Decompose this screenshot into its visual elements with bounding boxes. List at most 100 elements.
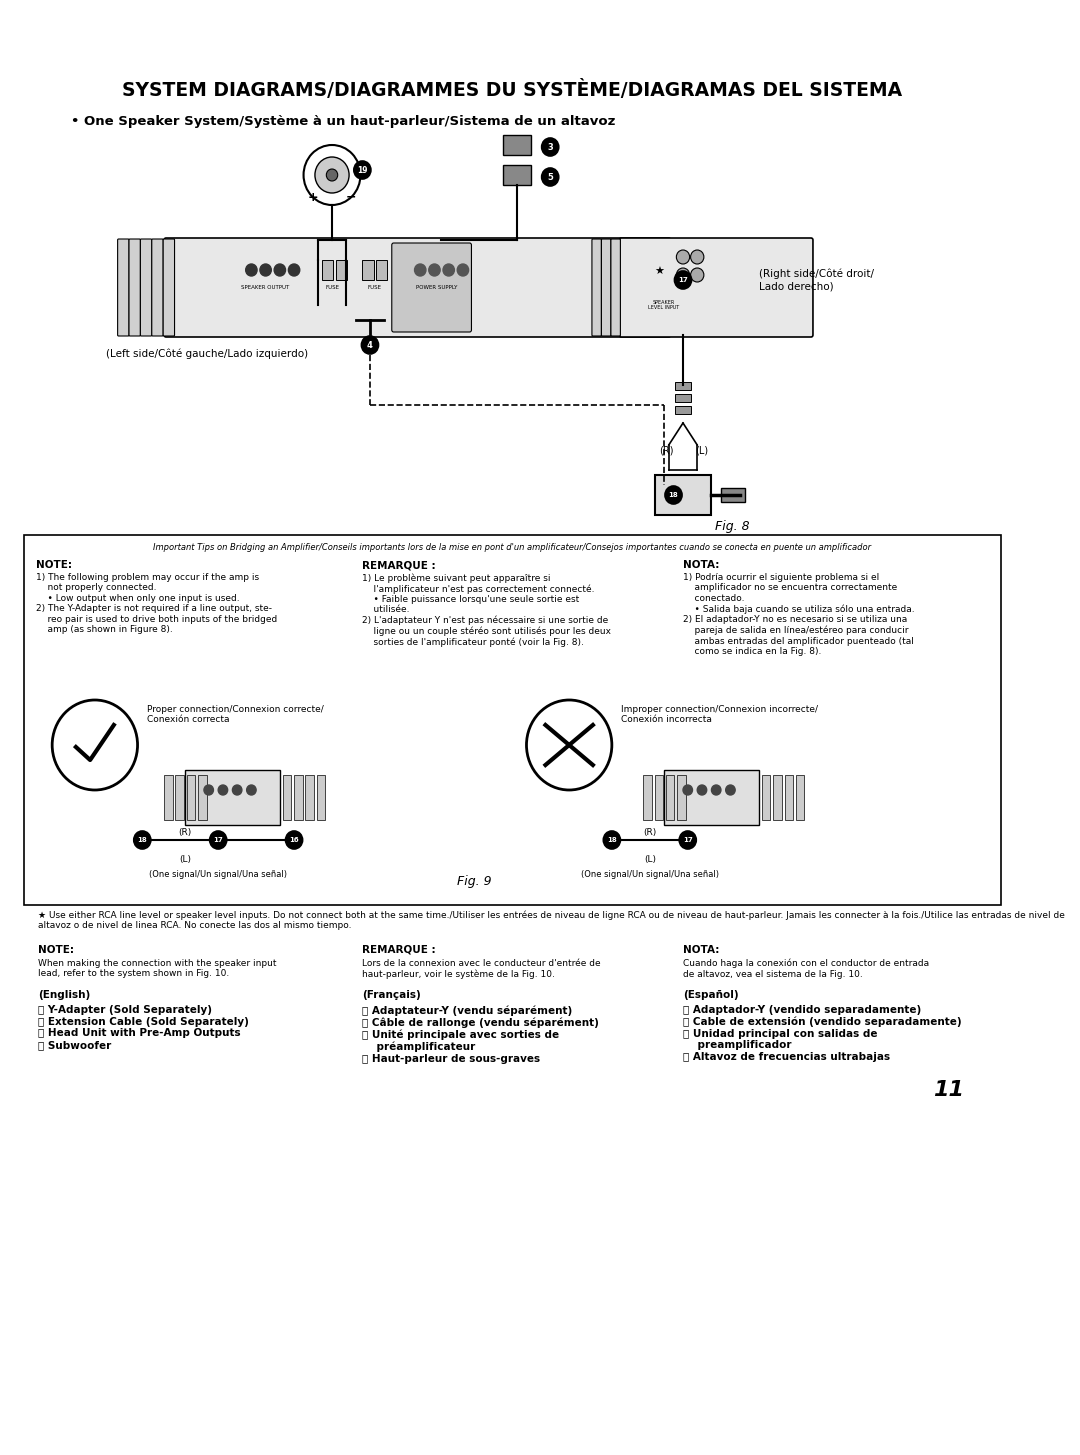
Text: (L): (L) bbox=[644, 856, 656, 864]
Circle shape bbox=[665, 486, 683, 503]
Bar bbox=[322, 260, 333, 279]
Bar bbox=[164, 776, 173, 821]
Bar bbox=[654, 776, 663, 821]
Text: (One signal/Un signal/Una señal): (One signal/Un signal/Una señal) bbox=[581, 870, 719, 879]
Text: • One Speaker System/Système à un haut-parleur/Sistema de un altavoz: • One Speaker System/Système à un haut-p… bbox=[71, 115, 616, 128]
Text: 17: 17 bbox=[678, 276, 688, 284]
Text: Proper connection/Connexion correcte/
Conexión correcta: Proper connection/Connexion correcte/ Co… bbox=[147, 706, 324, 725]
Text: (English): (English) bbox=[38, 989, 91, 1000]
Text: (R): (R) bbox=[644, 828, 657, 837]
Text: ⓕ Y-Adapter (Sold Separately)
ⓖ Extension Cable (Sold Separately)
ⓗ Head Unit wi: ⓕ Y-Adapter (Sold Separately) ⓖ Extensio… bbox=[38, 1005, 248, 1051]
FancyBboxPatch shape bbox=[718, 239, 729, 336]
Circle shape bbox=[218, 786, 228, 794]
FancyBboxPatch shape bbox=[706, 239, 718, 336]
Bar bbox=[185, 770, 280, 825]
Text: (L): (L) bbox=[179, 856, 191, 864]
Bar bbox=[24, 535, 1001, 905]
Text: 5: 5 bbox=[548, 173, 553, 182]
Text: 18: 18 bbox=[137, 837, 147, 842]
Text: SYSTEM DIAGRAMS/DIAGRAMMES DU SYSTÈME/DIAGRAMAS DEL SISTEMA: SYSTEM DIAGRAMS/DIAGRAMMES DU SYSTÈME/DI… bbox=[122, 80, 902, 100]
FancyBboxPatch shape bbox=[684, 239, 696, 336]
Bar bbox=[187, 776, 195, 821]
Bar bbox=[784, 776, 793, 821]
Circle shape bbox=[690, 250, 704, 263]
Bar bbox=[306, 776, 314, 821]
Text: ⓕ Adaptateur-Y (vendu séparément)
ⓖ Câble de rallonge (vendu séparément)
ⓗ Unité: ⓕ Adaptateur-Y (vendu séparément) ⓖ Câbl… bbox=[363, 1005, 599, 1064]
Text: NOTA:: NOTA: bbox=[683, 944, 719, 954]
Text: 17: 17 bbox=[683, 837, 692, 842]
Bar bbox=[283, 776, 292, 821]
Bar bbox=[376, 260, 387, 279]
Circle shape bbox=[274, 263, 285, 276]
Bar bbox=[675, 383, 690, 390]
Bar bbox=[664, 770, 759, 825]
Text: Improper connection/Connexion incorrecte/
Conexión incorrecta: Improper connection/Connexion incorrecte… bbox=[621, 706, 819, 725]
Text: NOTA:: NOTA: bbox=[683, 560, 719, 570]
Bar bbox=[199, 776, 206, 821]
Text: (Right side/Côté droit/
Lado derecho): (Right side/Côté droit/ Lado derecho) bbox=[759, 269, 874, 291]
Text: (One signal/Un signal/Una señal): (One signal/Un signal/Una señal) bbox=[149, 870, 287, 879]
Circle shape bbox=[429, 263, 441, 276]
Text: Important Tips on Bridging an Amplifier/Conseils importants lors de la mise en p: Important Tips on Bridging an Amplifier/… bbox=[153, 543, 872, 551]
Circle shape bbox=[443, 263, 455, 276]
Circle shape bbox=[676, 268, 690, 282]
Circle shape bbox=[726, 786, 735, 794]
Text: 4: 4 bbox=[367, 340, 373, 349]
Circle shape bbox=[362, 336, 378, 354]
Text: Cuando haga la conexión con el conductor de entrada
de altavoz, vea el sistema d: Cuando haga la conexión con el conductor… bbox=[683, 959, 929, 979]
Text: 17: 17 bbox=[214, 837, 224, 842]
Bar bbox=[654, 474, 712, 515]
Text: SPEAKER OUTPUT: SPEAKER OUTPUT bbox=[242, 285, 289, 290]
Bar bbox=[721, 487, 744, 502]
Text: POWER SUPPLY: POWER SUPPLY bbox=[416, 285, 457, 290]
Circle shape bbox=[526, 700, 612, 790]
Text: FUSE: FUSE bbox=[367, 285, 381, 290]
Circle shape bbox=[52, 700, 137, 790]
FancyBboxPatch shape bbox=[602, 239, 611, 336]
Text: Fig. 9: Fig. 9 bbox=[457, 874, 491, 888]
FancyBboxPatch shape bbox=[620, 239, 813, 338]
Circle shape bbox=[712, 786, 721, 794]
Circle shape bbox=[675, 271, 691, 290]
Circle shape bbox=[210, 831, 227, 850]
Circle shape bbox=[457, 263, 469, 276]
Circle shape bbox=[698, 786, 706, 794]
Text: REMARQUE :: REMARQUE : bbox=[363, 560, 436, 570]
Bar bbox=[675, 394, 690, 402]
Text: FUSE: FUSE bbox=[325, 285, 339, 290]
Text: +: + bbox=[308, 191, 319, 204]
Text: ★: ★ bbox=[654, 268, 664, 276]
Bar bbox=[796, 776, 805, 821]
Bar bbox=[666, 776, 675, 821]
Circle shape bbox=[260, 263, 271, 276]
Text: 19: 19 bbox=[357, 166, 367, 175]
Text: (L): (L) bbox=[696, 445, 708, 455]
Circle shape bbox=[542, 138, 558, 156]
Circle shape bbox=[604, 831, 620, 850]
Text: ★ Use either RCA line level or speaker level inputs. Do not connect both at the : ★ Use either RCA line level or speaker l… bbox=[38, 909, 1065, 930]
Circle shape bbox=[315, 157, 349, 194]
FancyBboxPatch shape bbox=[118, 239, 129, 336]
Text: 1) The following problem may occur if the amp is
    not properly connected.
   : 1) The following problem may occur if th… bbox=[36, 573, 278, 634]
FancyBboxPatch shape bbox=[611, 239, 620, 336]
Text: Lors de la connexion avec le conducteur d'entrée de
haut-parleur, voir le systèm: Lors de la connexion avec le conducteur … bbox=[363, 959, 600, 979]
Circle shape bbox=[204, 786, 214, 794]
Circle shape bbox=[326, 169, 338, 180]
Circle shape bbox=[246, 786, 256, 794]
Text: (R): (R) bbox=[659, 445, 673, 455]
FancyBboxPatch shape bbox=[129, 239, 140, 336]
Text: 1) Le problème suivant peut apparaître si
    l'amplificateur n'est pas correcte: 1) Le problème suivant peut apparaître s… bbox=[363, 573, 611, 647]
Text: (Français): (Français) bbox=[363, 989, 421, 1000]
FancyBboxPatch shape bbox=[592, 239, 602, 336]
Bar bbox=[175, 776, 184, 821]
Circle shape bbox=[690, 268, 704, 282]
Text: When making the connection with the speaker input
lead, refer to the system show: When making the connection with the spea… bbox=[38, 959, 276, 978]
Circle shape bbox=[679, 831, 697, 850]
Bar bbox=[677, 776, 686, 821]
Circle shape bbox=[683, 786, 692, 794]
FancyBboxPatch shape bbox=[163, 239, 175, 336]
Bar bbox=[644, 776, 651, 821]
Circle shape bbox=[542, 167, 558, 186]
FancyBboxPatch shape bbox=[164, 239, 671, 338]
Text: −: − bbox=[346, 191, 356, 204]
